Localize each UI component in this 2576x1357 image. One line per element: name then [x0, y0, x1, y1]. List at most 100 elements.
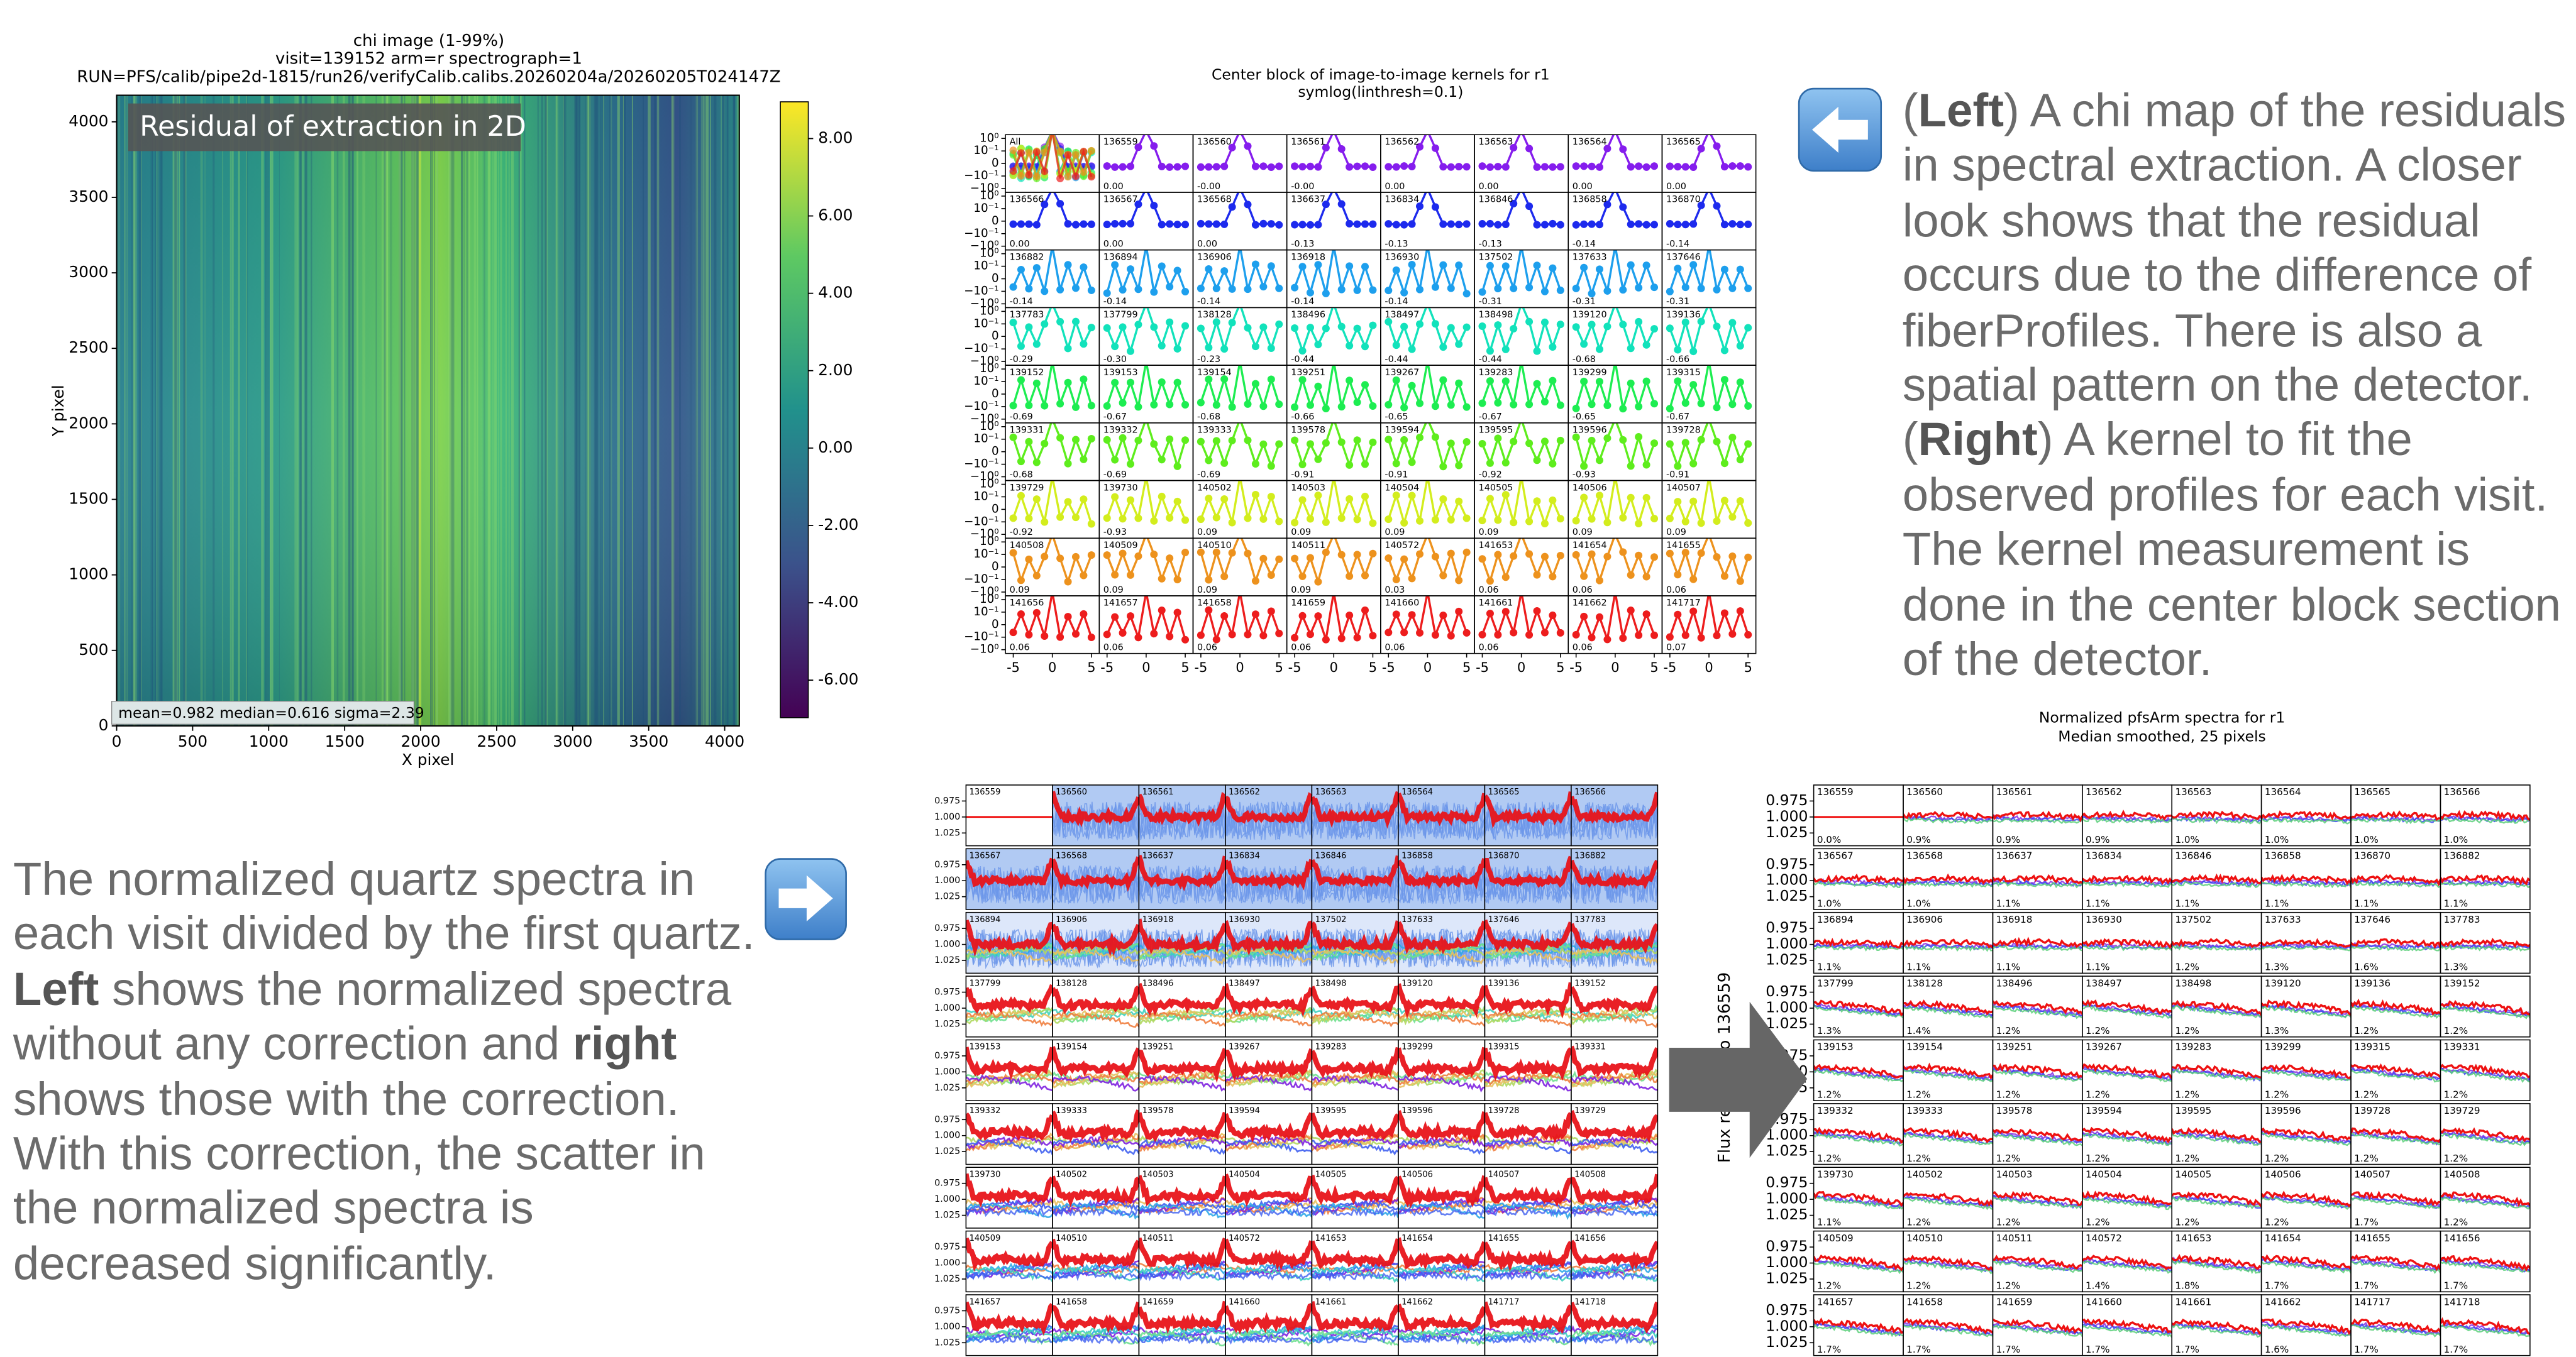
kernel-marker [1572, 630, 1580, 639]
y-tick-label: 1.025 [1766, 951, 1808, 969]
spectrum [2440, 810, 2530, 822]
streak [449, 95, 451, 726]
y-tick-label: 10⁰ [980, 189, 999, 202]
kernel-marker [1134, 634, 1142, 642]
spectra-panel [966, 1112, 1053, 1155]
kernel-curve [1575, 538, 1656, 585]
spectra-panel [1052, 1109, 1139, 1156]
kernel-marker [1627, 261, 1635, 269]
kernel-panel [1197, 307, 1283, 353]
y-tick-label: 1.025 [934, 1146, 960, 1156]
panel-value: 0.09 [1197, 527, 1217, 537]
kernel-curve [1293, 480, 1374, 524]
panel-label: 141655 [1488, 1234, 1520, 1243]
kernel-marker [1111, 343, 1119, 351]
panel-label: 137799 [1103, 310, 1138, 320]
kernel-marker [1580, 162, 1588, 170]
panel-note: 1.0% [2265, 834, 2289, 845]
y-tick-label: 1.025 [934, 1211, 960, 1221]
kernel-panel [1478, 595, 1564, 639]
y-tick-label: 10⁻¹ [973, 202, 998, 215]
kernel-marker [1228, 203, 1236, 211]
spectrum [1139, 1263, 1225, 1275]
panel-label: 136834 [1385, 195, 1419, 205]
spectra-panel [1225, 983, 1312, 1026]
kernel-curve [1106, 422, 1186, 470]
spectrum [1052, 1011, 1139, 1028]
kernel-marker [1205, 606, 1213, 614]
kernel-marker [1385, 629, 1393, 637]
kernel-marker [1736, 577, 1744, 585]
kernel-panel [1478, 192, 1564, 229]
kernel-marker [1337, 200, 1346, 208]
spectrum [2351, 1132, 2441, 1146]
kernel-marker [1615, 192, 1616, 193]
panel-note: 1.2% [2086, 1025, 2109, 1036]
spectrum [1139, 1136, 1225, 1149]
panel-value: 0.00 [1479, 182, 1499, 192]
spectrum [1484, 1207, 1571, 1217]
streak [449, 95, 453, 726]
kernel-panel [1385, 250, 1471, 298]
spectrum [1903, 1317, 1993, 1334]
panel-note: 1.1% [2354, 898, 2378, 909]
spectra-panel [966, 849, 1053, 910]
spectrum [1225, 929, 1312, 967]
kernel-panel [1385, 422, 1471, 471]
kernel-marker [1689, 220, 1698, 228]
kernel-marker [1239, 538, 1241, 539]
kernel-marker [1400, 288, 1408, 297]
spectrum [1903, 1255, 1993, 1272]
panel-label: 140507 [1666, 483, 1701, 493]
spectrum [1225, 1197, 1312, 1214]
panel-label: 137633 [2265, 914, 2301, 925]
kernel-marker [1439, 343, 1447, 351]
kernel-marker [1127, 219, 1135, 228]
kernel-marker [1572, 404, 1580, 412]
kernel-marker [1275, 162, 1283, 170]
spectra-panel [1139, 982, 1225, 1027]
kernel-marker [1025, 515, 1033, 523]
kernel-curve [1012, 250, 1093, 292]
kernel-curve [1013, 192, 1092, 226]
spectrum [2261, 1132, 2352, 1146]
y-tick-label: 0.975 [934, 1178, 960, 1189]
spectrum [2172, 1133, 2262, 1146]
streak [348, 95, 351, 726]
kernel-curve [1012, 135, 1093, 178]
kernel-marker [1674, 346, 1682, 354]
panel-note: 1.4% [1906, 1025, 1930, 1036]
right-arrow-icon [765, 858, 847, 940]
kernel-marker [1220, 162, 1229, 170]
kernel-marker [1333, 595, 1335, 596]
bold-text: Right [1918, 414, 2038, 468]
panel-label: 141660 [1385, 598, 1419, 608]
spectrum [1993, 1324, 2082, 1338]
spectrum [2351, 1006, 2441, 1019]
spectra-panel [1903, 1255, 1993, 1275]
kernel-marker [1572, 284, 1580, 292]
streak [436, 95, 438, 726]
kernel-marker [1333, 422, 1335, 423]
spectrum [1993, 1255, 2082, 1270]
kernel-marker [1635, 317, 1643, 326]
y-tick-label: 10⁰ [980, 478, 999, 491]
streak [385, 95, 389, 726]
kernel-panel [1572, 422, 1659, 470]
kernel-marker [1119, 323, 1127, 331]
kernel-curve [1200, 595, 1280, 644]
spectrum [2261, 1318, 2352, 1336]
y-tick-label: 0.975 [934, 860, 960, 870]
panel-label: 140505 [2175, 1168, 2211, 1180]
kernel-marker [1595, 163, 1603, 171]
panel-label: 139267 [2086, 1041, 2122, 1053]
panel-label: 141661 [1315, 1297, 1347, 1307]
y-tick-label: 1.000 [934, 1322, 960, 1332]
kernel-marker [1220, 495, 1229, 503]
spectra-panel [2082, 938, 2172, 952]
kernel-marker [1017, 610, 1025, 618]
panel-value: -0.00 [1291, 182, 1314, 192]
panel-note: 1.2% [2175, 1089, 2199, 1101]
streak [587, 95, 589, 726]
text: shows the normalized spectra without any… [13, 964, 732, 1072]
